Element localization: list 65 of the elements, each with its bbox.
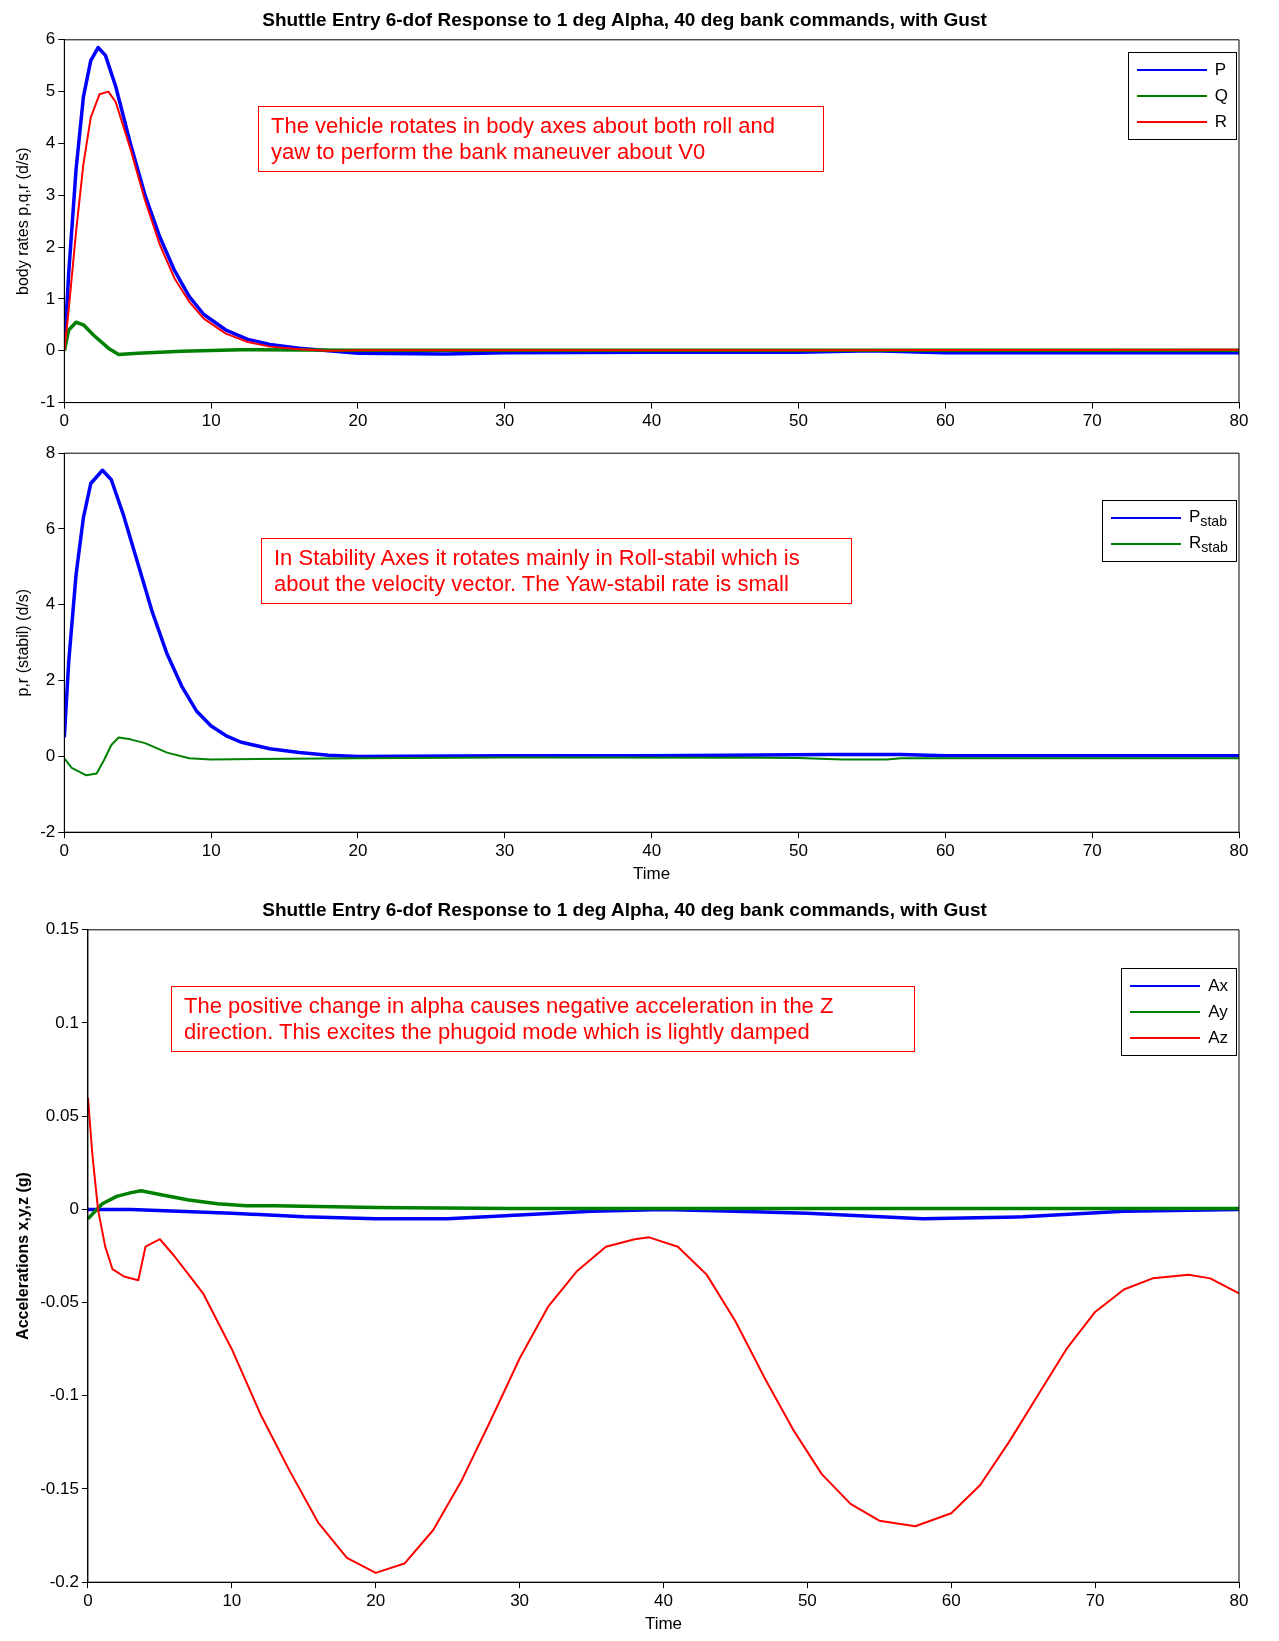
x-tick-label: 60 [935, 841, 955, 861]
x-tick-label: 50 [789, 841, 808, 861]
x-tick-label: 10 [222, 1591, 242, 1611]
chart-title: Shuttle Entry 6-dof Response to 1 deg Alpha, 40 deg bank commands, with Gust [262, 898, 988, 920]
annotation: The vehicle rotates in body axes about both roll and yaw to perform the bank maneuver about V0 [258, 106, 824, 172]
x-tick-label: 30 [495, 411, 515, 431]
x-tick-label: 10 [201, 841, 221, 861]
x-tick-label: 40 [642, 411, 662, 431]
legend-label: Az [1208, 1028, 1228, 1048]
y-tick-label: 0 [45, 746, 56, 766]
legend-label: R$_{stab}$ [1188, 532, 1228, 556]
x-tick-label: 70 [1082, 841, 1102, 861]
y-tick-label: 4 [45, 133, 56, 153]
x-tick-label: 20 [366, 1591, 386, 1611]
x-tick-label: 40 [654, 1591, 673, 1611]
x-tick-label: 70 [1082, 411, 1102, 431]
x-tick-label: 30 [495, 841, 515, 861]
y-tick-label: -1 [40, 392, 56, 412]
x-tick-label: 80 [1229, 841, 1249, 861]
x-tick-label: 0 [83, 1591, 93, 1611]
y-tick-label: 0.1 [55, 1012, 79, 1032]
x-tick-label: 60 [935, 411, 955, 431]
legend-label: R [1214, 112, 1228, 132]
y-tick-label: 1 [45, 288, 56, 308]
y-tick-label: 4 [45, 594, 56, 614]
y-tick-label: -0.05 [40, 1292, 79, 1312]
y-tick-label: 2 [45, 670, 56, 690]
x-tick-label: 50 [797, 1591, 817, 1611]
legend-label: Ax [1208, 976, 1228, 996]
x-tick-label: 80 [1229, 411, 1249, 431]
x-tick-label: 20 [348, 841, 368, 861]
x-tick-label: 10 [201, 411, 221, 431]
chart-title: Shuttle Entry 6-dof Response to 1 deg Alpha, 40 deg bank commands, with Gust [262, 8, 988, 30]
x-tick-label: 50 [789, 411, 808, 431]
y-tick-label: -2 [40, 821, 56, 841]
y-tick-label: 0.15 [45, 919, 79, 939]
x-tick-label: 40 [642, 841, 662, 861]
y-tick-label: 8 [45, 442, 56, 462]
y-axis-title: p,r (stabil) (d/s) [14, 588, 32, 697]
legend-label: Q [1214, 86, 1228, 106]
y-tick-label: -0.15 [40, 1478, 79, 1498]
y-axis-title: body rates p,q,r (d/s) [14, 147, 32, 296]
y-axis-title: Accelerations x,y,z (g) [14, 1172, 32, 1340]
y-tick-label: 6 [45, 518, 56, 538]
y-tick-label: 2 [45, 236, 56, 256]
y-tick-label: -0.1 [49, 1385, 79, 1405]
y-tick-label: 6 [45, 29, 56, 49]
x-tick-label: 20 [348, 411, 368, 431]
y-tick-label: 0 [45, 340, 56, 360]
legend-label: P [1214, 60, 1227, 80]
x-tick-label: 80 [1229, 1591, 1249, 1611]
x-axis-title: Time [644, 1614, 683, 1634]
y-tick-label: 0 [69, 1199, 79, 1219]
annotation: The positive change in alpha causes negative acceleration in the Z direction. This excites the phugoid mode which is lightly damped [171, 986, 915, 1052]
x-tick-label: 30 [510, 1591, 530, 1611]
annotation: In Stability Axes it rotates mainly in Roll-stabil which is about the velocity vector. The Yaw-stabil rate is small [261, 538, 852, 604]
legend-label: P$_{stab}$ [1188, 506, 1228, 530]
x-tick-label: 70 [1085, 1591, 1105, 1611]
y-tick-label: 0.05 [45, 1105, 79, 1125]
x-tick-label: 60 [941, 1591, 961, 1611]
legend-label: Ay [1208, 1002, 1228, 1022]
x-axis-title: Time [633, 864, 671, 884]
y-tick-label: 5 [45, 81, 56, 101]
y-tick-label: 3 [45, 184, 56, 204]
y-tick-label: -0.2 [49, 1571, 79, 1591]
